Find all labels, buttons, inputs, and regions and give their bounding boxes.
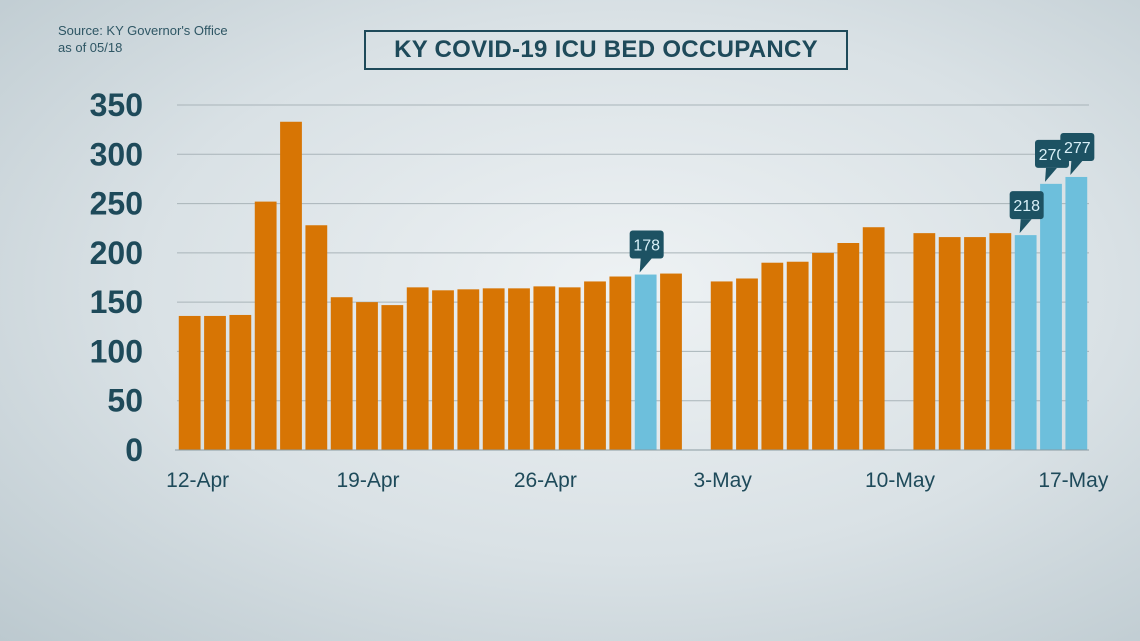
- bar: [356, 302, 378, 450]
- bar: [280, 121, 302, 450]
- bar: [457, 289, 480, 450]
- bar: [660, 273, 682, 450]
- bar: [862, 227, 885, 450]
- y-tick-label: 300: [90, 136, 143, 172]
- bar: [786, 261, 809, 450]
- bar: [305, 225, 328, 450]
- source-note: Source: KY Governor's Office as of 05/18: [58, 22, 228, 56]
- bar: [989, 233, 1012, 450]
- bar: [558, 287, 581, 450]
- bar: [837, 243, 860, 450]
- source-line: Source: KY Governor's Office: [58, 23, 228, 38]
- y-tick-label: 0: [125, 432, 143, 468]
- callout-label: 218: [1013, 198, 1040, 215]
- y-tick-label: 150: [90, 284, 143, 320]
- bar: [609, 276, 632, 450]
- bar: [938, 237, 961, 450]
- callout-pointer: [1070, 160, 1083, 175]
- y-tick-label: 100: [90, 333, 143, 369]
- y-tick-label: 350: [90, 87, 143, 123]
- x-tick-label: 17-May: [1038, 469, 1109, 492]
- x-tick-label: 12-Apr: [166, 469, 229, 492]
- value-callout: [1060, 132, 1095, 161]
- chart-title: KY COVID-19 ICU BED OCCUPANCY: [364, 30, 848, 70]
- bar: [482, 288, 505, 450]
- y-tick-label: 250: [90, 186, 143, 222]
- bar: [964, 237, 986, 450]
- y-tick-label: 200: [90, 235, 143, 271]
- bar: [204, 315, 226, 450]
- bar: [584, 281, 606, 450]
- bar: [254, 201, 277, 450]
- as-of-date: as of 05/18: [58, 40, 123, 55]
- bar: [736, 278, 758, 450]
- bar: [533, 286, 556, 450]
- bar: [178, 315, 201, 450]
- bar: [1014, 235, 1037, 450]
- x-tick-label: 3-May: [693, 469, 752, 492]
- bar: [1065, 176, 1088, 450]
- bar: [761, 262, 784, 450]
- callout-pointer: [1019, 219, 1032, 234]
- callout-pointer: [1045, 167, 1057, 182]
- y-tick-label: 50: [107, 383, 143, 419]
- bar: [913, 233, 936, 450]
- x-tick-label: 26-Apr: [514, 469, 577, 492]
- bar: [381, 305, 404, 450]
- bar: [229, 314, 252, 450]
- bar: [634, 274, 657, 450]
- bar: [1040, 183, 1062, 450]
- value-callout: [629, 230, 664, 259]
- bar: [812, 252, 834, 450]
- bar: [406, 287, 429, 450]
- bar: [432, 290, 454, 450]
- bar: [710, 281, 733, 450]
- x-tick-label: 19-Apr: [336, 469, 399, 492]
- callout-pointer: [639, 258, 652, 273]
- callout-label: 178: [633, 238, 660, 255]
- bar: [508, 288, 530, 450]
- callout-label: 277: [1064, 140, 1091, 157]
- bar: [330, 297, 353, 450]
- value-callout: [1009, 191, 1044, 220]
- x-tick-label: 10-May: [865, 469, 936, 492]
- callout-label: 270: [1039, 147, 1066, 164]
